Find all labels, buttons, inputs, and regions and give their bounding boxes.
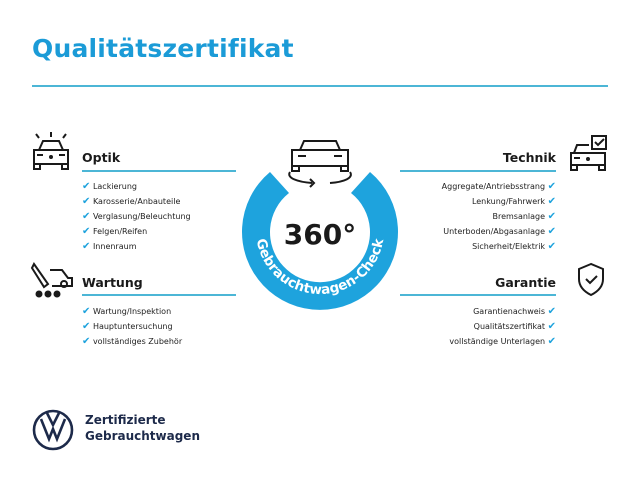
check-icon: ✔ [82, 211, 91, 222]
check-icon: ✔ [82, 241, 91, 252]
technik-list: Aggregate/Antriebsstrang ✔ Lenkung/Fahrw… [442, 179, 556, 254]
list-item: ✔ Verglasung/Beleuchtung [82, 211, 191, 222]
check-icon: ✔ [82, 196, 91, 207]
check-icon: ✔ [82, 306, 91, 317]
list-item: ✔ vollständiges Zubehör [82, 336, 183, 347]
section-divider [400, 170, 556, 172]
list-item: ✔ Lackierung [82, 181, 137, 192]
ring [242, 172, 398, 310]
check-icon: ✔ [547, 226, 556, 237]
list-item: ✔ Wartung/Inspektion [82, 306, 172, 317]
check-icon: ✔ [82, 226, 91, 237]
vw-logo [32, 409, 74, 451]
list-item: Qualitätszertifikat ✔ [473, 321, 556, 332]
check-icon: ✔ [547, 336, 556, 347]
list-item: Unterboden/Abgasanlage ✔ [443, 226, 556, 237]
car-wrench-icon [30, 262, 73, 298]
wartung-list: ✔ Wartung/Inspektion ✔ Hauptuntersuchung… [82, 304, 182, 349]
section-title-garantie: Garantie [495, 275, 556, 290]
list-item: ✔ Karosserie/Anbauteile [82, 196, 181, 207]
car-lights-icon [33, 132, 69, 170]
list-item: vollständige Unterlagen ✔ [449, 336, 556, 347]
360-label: 360° [284, 218, 356, 251]
check-icon: ✔ [547, 306, 556, 317]
page-title: Qualitätszertifikat [32, 34, 294, 63]
section-title-technik: Technik [502, 150, 556, 165]
section-divider [82, 170, 236, 172]
check-icon: ✔ [82, 321, 91, 332]
list-item: Aggregate/Antriebsstrang ✔ [441, 181, 556, 192]
title-divider [32, 85, 608, 87]
list-item: Bremsanlage ✔ [492, 211, 556, 222]
section-divider [400, 294, 556, 296]
check-icon: ✔ [547, 241, 556, 252]
360-check-badge: 360° Gebrauchtwagen-Check [242, 140, 398, 310]
list-item: Lenkung/Fahrwerk ✔ [471, 196, 556, 207]
section-title-optik: Optik [82, 150, 121, 165]
list-item: ✔ Hauptuntersuchung [82, 321, 173, 332]
shield-check-icon [578, 262, 604, 297]
list-item: ✔ Innenraum [82, 241, 137, 252]
check-icon: ✔ [547, 321, 556, 332]
list-item: Garantienachweis ✔ [473, 306, 556, 317]
section-title-wartung: Wartung [82, 275, 143, 290]
section-divider [82, 294, 236, 296]
list-item: Sicherheit/Elektrik ✔ [472, 241, 556, 252]
car-360-rotation-icon [288, 140, 352, 188]
check-icon: ✔ [547, 181, 556, 192]
car-checkbox-icon [570, 135, 607, 171]
garantie-list: Garantienachweis ✔ Qualitätszertifikat ✔… [449, 304, 556, 349]
optik-list: ✔ Lackierung ✔ Karosserie/Anbauteile ✔ V… [82, 179, 191, 254]
list-item: ✔ Felgen/Reifen [82, 226, 148, 237]
check-icon: ✔ [82, 181, 91, 192]
brand-text: Zertifizierte Gebrauchtwagen [85, 413, 200, 443]
check-icon: ✔ [547, 211, 556, 222]
check-icon: ✔ [547, 196, 556, 207]
check-icon: ✔ [82, 336, 91, 347]
